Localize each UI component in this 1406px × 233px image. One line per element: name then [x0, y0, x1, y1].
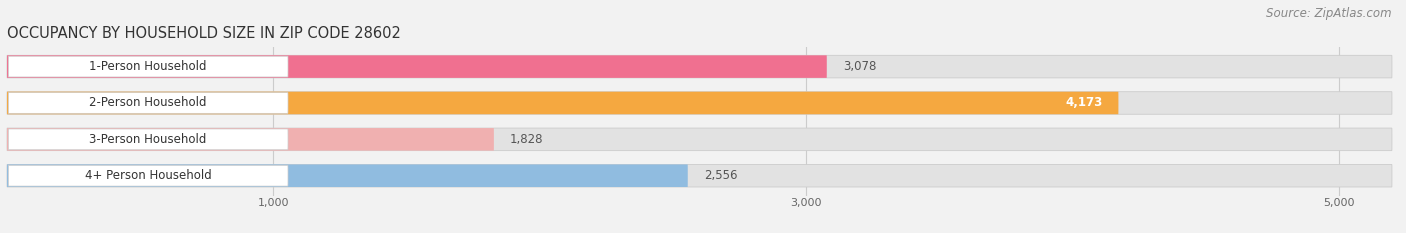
- FancyBboxPatch shape: [8, 93, 288, 113]
- FancyBboxPatch shape: [7, 55, 827, 78]
- Text: 2,556: 2,556: [704, 169, 737, 182]
- FancyBboxPatch shape: [7, 128, 1392, 151]
- FancyBboxPatch shape: [7, 128, 494, 151]
- Text: 1,828: 1,828: [510, 133, 543, 146]
- FancyBboxPatch shape: [7, 164, 1392, 187]
- Text: 3-Person Household: 3-Person Household: [90, 133, 207, 146]
- Text: 4+ Person Household: 4+ Person Household: [84, 169, 211, 182]
- Text: 3,078: 3,078: [842, 60, 876, 73]
- Text: Source: ZipAtlas.com: Source: ZipAtlas.com: [1267, 7, 1392, 20]
- Text: OCCUPANCY BY HOUSEHOLD SIZE IN ZIP CODE 28602: OCCUPANCY BY HOUSEHOLD SIZE IN ZIP CODE …: [7, 26, 401, 41]
- FancyBboxPatch shape: [7, 92, 1392, 114]
- FancyBboxPatch shape: [7, 164, 688, 187]
- FancyBboxPatch shape: [8, 129, 288, 150]
- FancyBboxPatch shape: [8, 165, 288, 186]
- FancyBboxPatch shape: [8, 56, 288, 77]
- Text: 1-Person Household: 1-Person Household: [90, 60, 207, 73]
- Text: 2-Person Household: 2-Person Household: [90, 96, 207, 110]
- FancyBboxPatch shape: [7, 55, 1392, 78]
- FancyBboxPatch shape: [7, 92, 1118, 114]
- Text: 4,173: 4,173: [1066, 96, 1102, 110]
